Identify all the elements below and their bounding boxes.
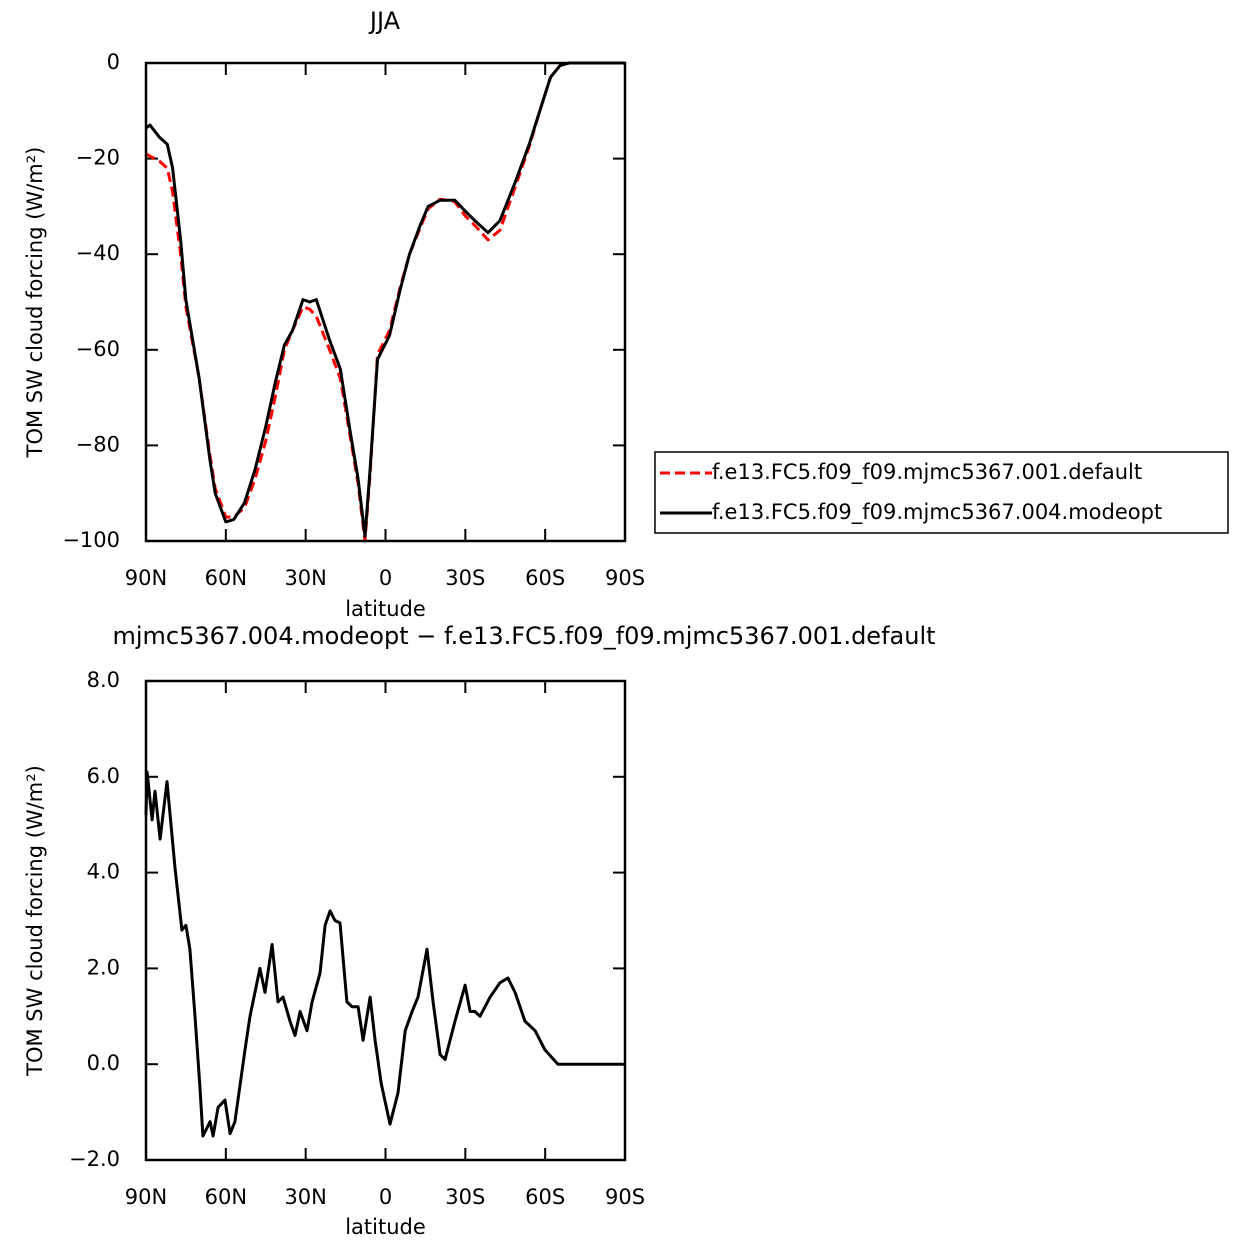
y-tick-label: −40 <box>76 241 120 265</box>
y-axis-label: TOM SW cloud forcing (W/m²) <box>23 765 47 1077</box>
legend-label: f.e13.FC5.f09_f09.mjmc5367.001.default <box>712 460 1142 485</box>
plot-frame <box>144 61 627 543</box>
x-tick-label: 30S <box>445 566 485 590</box>
x-tick-label: 0 <box>379 1185 392 1209</box>
x-tick-label: 60S <box>525 1185 565 1209</box>
y-tick-label: 0.0 <box>87 1051 120 1075</box>
y-tick-label: 0 <box>107 50 120 74</box>
x-tick-label: 60N <box>205 566 247 590</box>
x-tick-label: 30S <box>445 1185 485 1209</box>
x-tick-label: 90S <box>605 566 645 590</box>
x-tick-label: 0 <box>379 566 392 590</box>
y-tick-label: −20 <box>76 146 120 170</box>
y-tick-label: −60 <box>76 337 120 361</box>
x-tick-label: 60S <box>525 566 565 590</box>
series-line <box>144 770 625 1138</box>
legend-label: f.e13.FC5.f09_f09.mjmc5367.004.modeopt <box>712 500 1162 525</box>
y-tick-label: −2.0 <box>69 1147 120 1171</box>
y-tick-label: 6.0 <box>87 764 120 788</box>
x-axis-label: latitude <box>345 1215 426 1239</box>
x-tick-label: 90N <box>125 1185 167 1209</box>
legend-box <box>654 451 1229 534</box>
series-line <box>145 61 625 538</box>
y-axis-label: TOM SW cloud forcing (W/m²) <box>23 147 47 459</box>
y-tick-label: −100 <box>62 528 120 552</box>
x-tick-label: 90S <box>605 1185 645 1209</box>
plot-frame <box>144 679 627 1162</box>
y-tick-label: 8.0 <box>87 668 120 692</box>
y-tick-label: 4.0 <box>87 860 120 884</box>
x-tick-label: 90N <box>125 566 167 590</box>
y-tick-label: 2.0 <box>87 955 120 979</box>
series-line <box>145 61 625 543</box>
x-axis-label: latitude <box>345 597 426 621</box>
x-tick-label: 60N <box>205 1185 247 1209</box>
chart-title: JJA <box>368 7 401 35</box>
x-tick-label: 30N <box>284 566 326 590</box>
y-tick-label: −80 <box>76 432 120 456</box>
chart-title: mjmc5367.004.modeopt − f.e13.FC5.f09_f09… <box>112 622 935 650</box>
x-tick-label: 30N <box>284 1185 326 1209</box>
